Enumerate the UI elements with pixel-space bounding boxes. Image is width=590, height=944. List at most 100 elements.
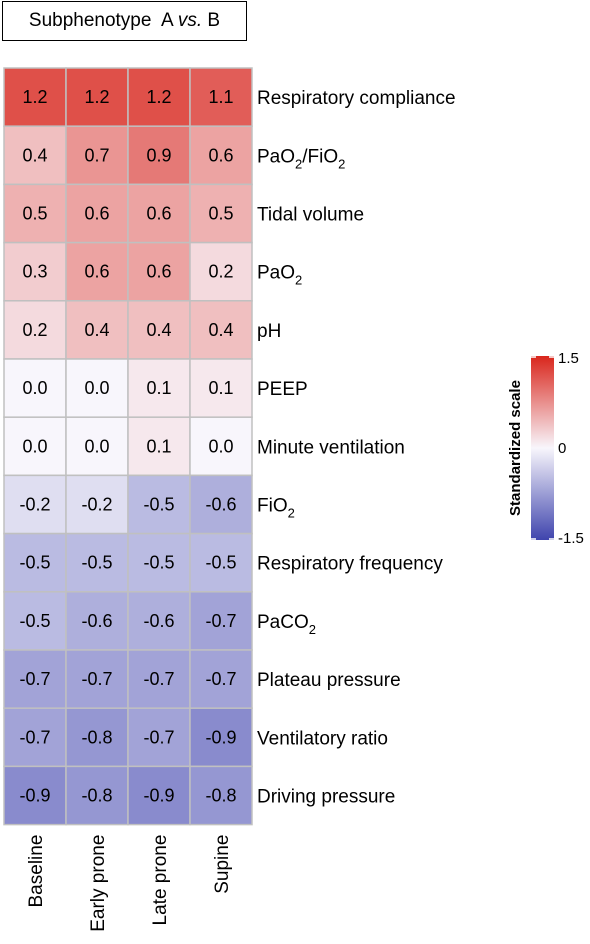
cell-value-label: 0.2 [208, 262, 233, 282]
row-label: Tidal volume [257, 205, 364, 226]
title-prefix: Subphenotype A [28, 10, 178, 31]
row-label: PaCO2 [257, 612, 316, 637]
cell-value-label: 0.1 [146, 436, 171, 456]
heatmap-cell [189, 765, 253, 826]
row-label: PEEP [257, 379, 308, 400]
row-labels: Respiratory compliance PaO2/FiO2 Tidal vol… [257, 88, 456, 807]
row-label: Plateau pressure [257, 670, 401, 691]
color-legend: 1.5 0 -1.5 Standardized scale [507, 350, 584, 547]
heatmap-cell [189, 241, 253, 302]
chart-title: Subphenotype A vs. B [2, 1, 247, 41]
heatmap-cell [189, 183, 253, 244]
heatmap-cell [3, 241, 67, 302]
cell-value-label: 0.3 [22, 262, 47, 282]
cell-value-label: 1.1 [208, 87, 233, 107]
column-label: Supine [212, 835, 233, 894]
column-label: Late prone [150, 835, 171, 926]
heatmap-cell [127, 532, 191, 593]
cell-value-label: 0.4 [208, 320, 233, 340]
cell-value-label: -0.7 [143, 727, 174, 747]
heatmap-cells: 1.2 1.2 1.2 1.1 0.4 0.7 0.9 0.6 0.5 0.6 0.6 0.5 0.3 0… [3, 67, 253, 826]
cell-value-label: -0.6 [143, 611, 174, 631]
cell-value-label: -0.6 [205, 495, 236, 515]
heatmap-cell [127, 125, 191, 186]
heatmap-cell [65, 358, 129, 418]
heatmap-cell [189, 532, 253, 593]
cell-value-label: 1.2 [84, 87, 109, 107]
cell-value-label: 0.6 [146, 204, 171, 224]
cell-value-label: 0.1 [146, 378, 171, 398]
cell-value-label: -0.5 [143, 495, 174, 515]
cell-value-label: 0.0 [84, 436, 109, 456]
heatmap-cell [127, 416, 191, 477]
cell-value-label: -0.8 [81, 786, 112, 806]
heatmap-cell [127, 183, 191, 244]
heatmap-cell [189, 358, 253, 418]
cell-value-label: -0.7 [19, 727, 50, 747]
cell-value-label: -0.7 [143, 669, 174, 689]
cell-value-label: 0.6 [208, 145, 233, 165]
cell-value-label: -0.8 [205, 786, 236, 806]
row-label: Ventilatory ratio [257, 728, 388, 749]
color-scale-bar [531, 356, 554, 540]
heatmap-cell [189, 707, 253, 768]
cell-value-label: -0.7 [19, 669, 50, 689]
cell-value-label: 1.2 [22, 87, 47, 107]
column-labels: Baseline Early prone Late prone Supine [26, 835, 233, 932]
heatmap-cell [65, 532, 129, 593]
heatmap-cell [65, 416, 129, 477]
cell-value-label: 0.5 [208, 204, 233, 224]
heatmap-cell [3, 416, 67, 477]
heatmap-cell [3, 300, 67, 360]
cell-value-label: 0.6 [84, 204, 109, 224]
cell-value-label: -0.7 [81, 669, 112, 689]
cell-value-label: 0.9 [146, 145, 171, 165]
cell-value-label: 0.5 [22, 204, 47, 224]
color-scale-title: Standardized scale [507, 380, 524, 516]
row-label: PaO2 [257, 263, 302, 288]
row-label: Driving pressure [257, 787, 395, 808]
cell-value-label: -0.7 [205, 611, 236, 631]
cell-value-label: -0.9 [205, 727, 236, 747]
cell-value-label: 0.4 [146, 320, 171, 340]
column-label: Early prone [88, 835, 109, 932]
heatmap-cell [3, 183, 67, 244]
cell-value-label: -0.5 [19, 553, 50, 573]
cell-value-label: -0.5 [19, 611, 50, 631]
column-label: Baseline [26, 835, 47, 908]
cell-value-label: 0.0 [84, 378, 109, 398]
row-label: pH [257, 321, 281, 342]
scale-tick-label: 1.5 [558, 350, 579, 367]
heatmap-cell [189, 591, 253, 651]
row-label: Respiratory compliance [257, 88, 456, 109]
heatmap-cell [3, 765, 67, 826]
row-label: Respiratory frequency [257, 554, 443, 575]
heatmap-cell [189, 67, 253, 127]
cell-value-label: -0.6 [81, 611, 112, 631]
heatmap-cell [189, 416, 253, 477]
cell-value-label: -0.5 [81, 553, 112, 573]
cell-value-label: -0.2 [19, 495, 50, 515]
cell-value-label: 0.6 [146, 262, 171, 282]
cell-value-label: 0.7 [84, 145, 109, 165]
heatmap-cell [189, 649, 253, 709]
cell-value-label: 1.2 [146, 87, 171, 107]
cell-value-label: -0.9 [143, 786, 174, 806]
cell-value-label: 0.0 [22, 436, 47, 456]
cell-value-label: -0.9 [19, 786, 50, 806]
cell-value-label: 0.1 [208, 378, 233, 398]
cell-value-label: 0.0 [208, 436, 233, 456]
heatmap-cell [65, 765, 129, 826]
cell-value-label: -0.8 [81, 727, 112, 747]
cell-value-label: 0.6 [84, 262, 109, 282]
heatmap-cell [127, 474, 191, 535]
row-label: PaO2/FiO2 [257, 146, 345, 171]
cell-value-label: -0.2 [81, 495, 112, 515]
heatmap-cell [189, 125, 253, 186]
cell-value-label: 0.4 [22, 145, 47, 165]
heatmap-cell [65, 474, 129, 535]
scale-tick-label: 0 [558, 440, 566, 457]
cell-value-label: 0.4 [84, 320, 109, 340]
title-suffix: B [202, 10, 221, 31]
